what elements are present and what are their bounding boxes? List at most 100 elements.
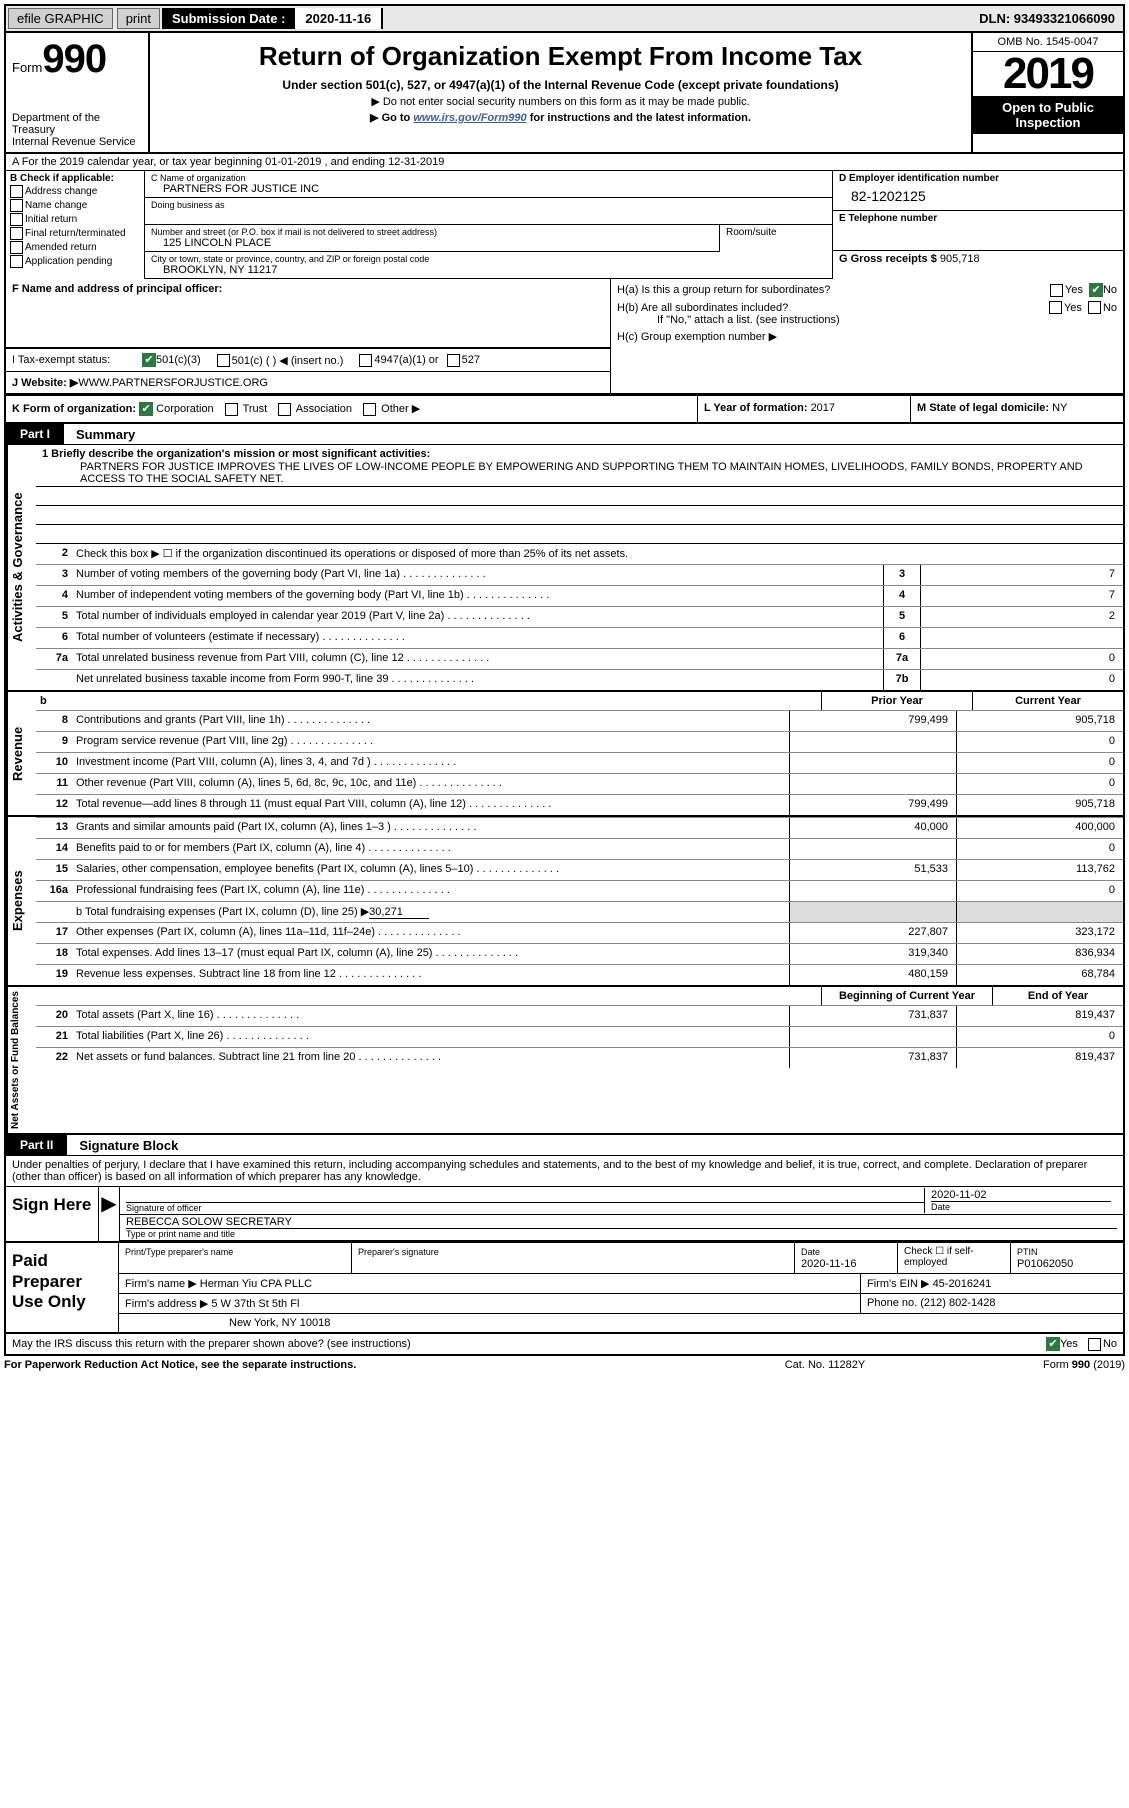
hc-label: H(c) Group exemption number ▶ bbox=[617, 330, 1117, 343]
line-7b: Net unrelated business taxable income fr… bbox=[36, 669, 1123, 690]
prep-phone-label: Phone no. bbox=[867, 1297, 920, 1309]
footer-left: For Paperwork Reduction Act Notice, see … bbox=[4, 1359, 725, 1371]
addr-label: Number and street (or P.O. box if mail i… bbox=[151, 227, 713, 237]
ein-value: 82-1202125 bbox=[839, 184, 1117, 208]
tax-year: 2019 bbox=[973, 52, 1123, 96]
room-suite: Room/suite bbox=[720, 225, 832, 252]
chk-amended[interactable]: Amended return bbox=[10, 241, 140, 254]
line-20: 20Total assets (Part X, line 16)731,8378… bbox=[36, 1005, 1123, 1026]
prep-ein-label: Firm's EIN ▶ bbox=[867, 1278, 933, 1290]
vtab-exp: Expenses bbox=[6, 817, 36, 985]
prep-firm-label: Firm's name ▶ bbox=[125, 1278, 197, 1290]
prep-date-label: Date bbox=[801, 1247, 820, 1257]
name-label: C Name of organization bbox=[151, 173, 826, 183]
sig-name-value: REBECCA SOLOW SECRETARY bbox=[126, 1216, 1117, 1228]
line-3: 3Number of voting members of the governi… bbox=[36, 564, 1123, 585]
chk-address[interactable]: Address change bbox=[10, 185, 140, 198]
discuss-yes[interactable]: ✔ bbox=[1046, 1337, 1060, 1351]
chk-other[interactable] bbox=[363, 403, 376, 416]
ha-yes[interactable] bbox=[1050, 284, 1063, 297]
dept-irs: Internal Revenue Service bbox=[12, 136, 142, 148]
hb-no[interactable] bbox=[1088, 301, 1101, 314]
sign-here-label: Sign Here bbox=[6, 1187, 98, 1241]
chk-527[interactable] bbox=[447, 354, 460, 367]
footer-center: Cat. No. 11282Y bbox=[725, 1359, 925, 1371]
chk-501c[interactable] bbox=[217, 354, 230, 367]
subtitle-2: ▶ Do not enter social security numbers o… bbox=[160, 95, 961, 108]
line16b-value: 30,271 bbox=[369, 906, 429, 919]
mission-blank3 bbox=[36, 525, 1123, 544]
discuss-row: May the IRS discuss this return with the… bbox=[6, 1334, 1123, 1354]
row-l-value: 2017 bbox=[811, 402, 835, 414]
line-4: 4Number of independent voting members of… bbox=[36, 585, 1123, 606]
submission-date: 2020-11-16 bbox=[295, 8, 383, 29]
discuss-no[interactable] bbox=[1088, 1338, 1101, 1351]
mission-label: 1 Briefly describe the organization's mi… bbox=[42, 448, 430, 460]
open-public: Open to Public Inspection bbox=[973, 96, 1123, 134]
vtab-rev: Revenue bbox=[6, 692, 36, 815]
opt-501c3: 501(c)(3) bbox=[156, 354, 201, 366]
hb-yes[interactable] bbox=[1049, 301, 1062, 314]
lower-header: F Name and address of principal officer:… bbox=[6, 279, 1123, 395]
sig-date-value: 2020-11-02 bbox=[931, 1189, 1111, 1201]
chk-4947[interactable] bbox=[359, 354, 372, 367]
chk-501c3[interactable]: ✔ bbox=[142, 353, 156, 367]
footer-right: Form 990 (2019) bbox=[925, 1359, 1125, 1371]
section-rev: Revenue b Prior Year Current Year 8Contr… bbox=[6, 692, 1123, 817]
line16b-gray2 bbox=[956, 902, 1123, 922]
chk-trust[interactable] bbox=[225, 403, 238, 416]
chk-corp[interactable]: ✔ bbox=[139, 402, 153, 416]
chk-assoc[interactable] bbox=[278, 403, 291, 416]
opt-corp: Corporation bbox=[156, 403, 213, 415]
open2: Inspection bbox=[1015, 115, 1080, 130]
subtitle-3: ▶ Go to www.irs.gov/Form990 for instruct… bbox=[160, 111, 961, 124]
sig-date-label: Date bbox=[931, 1201, 1111, 1212]
col-eoy: End of Year bbox=[992, 987, 1123, 1005]
chk-initial[interactable]: Initial return bbox=[10, 213, 140, 226]
col-hdr-b: b bbox=[36, 692, 72, 710]
form-number: 990 bbox=[42, 37, 106, 81]
sub3-post: for instructions and the latest informat… bbox=[527, 112, 751, 124]
gross-value: 905,718 bbox=[940, 253, 980, 265]
mission-blank1 bbox=[36, 487, 1123, 506]
dba-value bbox=[151, 210, 826, 222]
mission-text: PARTNERS FOR JUSTICE IMPROVES THE LIVES … bbox=[36, 460, 1123, 487]
section-exp: Expenses 13Grants and similar amounts pa… bbox=[6, 817, 1123, 987]
prep-name-label: Print/Type preparer's name bbox=[125, 1247, 233, 1257]
sub3-pre: ▶ Go to bbox=[370, 112, 413, 124]
col-prior: Prior Year bbox=[821, 692, 972, 710]
chk-pending[interactable]: Application pending bbox=[10, 255, 140, 268]
col-boy: Beginning of Current Year bbox=[821, 987, 992, 1005]
ha-no[interactable]: ✔ bbox=[1089, 283, 1103, 297]
row-i-label: I Tax-exempt status: bbox=[12, 354, 142, 366]
col-b: B Check if applicable: Address change Na… bbox=[6, 171, 145, 279]
website-value: WWW.PARTNERSFORJUSTICE.ORG bbox=[78, 377, 268, 389]
section-na: Net Assets or Fund Balances Beginning of… bbox=[6, 987, 1123, 1135]
line-16a: 16aProfessional fundraising fees (Part I… bbox=[36, 880, 1123, 901]
line-6: 6Total number of volunteers (estimate if… bbox=[36, 627, 1123, 648]
chk-final[interactable]: Final return/terminated bbox=[10, 227, 140, 240]
print-button[interactable]: print bbox=[117, 8, 160, 29]
chk-name[interactable]: Name change bbox=[10, 199, 140, 212]
prep-phone-value: (212) 802-1428 bbox=[920, 1297, 995, 1309]
part2-title: Signature Block bbox=[67, 1138, 178, 1153]
form-header: Form990 Department of the Treasury Inter… bbox=[6, 33, 1123, 154]
line-19: 19Revenue less expenses. Subtract line 1… bbox=[36, 964, 1123, 985]
efile-button[interactable]: efile GRAPHIC bbox=[8, 8, 113, 29]
dln: DLN: 93493321066090 bbox=[971, 8, 1123, 29]
line-9: 9Program service revenue (Part VIII, lin… bbox=[36, 731, 1123, 752]
ein-label: D Employer identification number bbox=[839, 173, 1117, 184]
paid-prep-label: Paid Preparer Use Only bbox=[6, 1243, 118, 1332]
dept-treasury: Department of the Treasury bbox=[12, 112, 142, 136]
form-prefix: Form bbox=[12, 60, 42, 75]
col-b-title: B Check if applicable: bbox=[10, 173, 114, 184]
line-10: 10Investment income (Part VIII, column (… bbox=[36, 752, 1123, 773]
prep-date-value: 2020-11-16 bbox=[801, 1258, 856, 1270]
irs-link[interactable]: www.irs.gov/Form990 bbox=[413, 112, 526, 124]
col-c: C Name of organization PARTNERS FOR JUST… bbox=[145, 171, 832, 279]
website-label: J Website: ▶ bbox=[12, 376, 78, 389]
prep-ptin-label: PTIN bbox=[1017, 1247, 1038, 1257]
prep-sig-label: Preparer's signature bbox=[358, 1247, 439, 1257]
topbar: efile GRAPHIC print Submission Date : 20… bbox=[6, 6, 1123, 33]
part2-tab: Part II bbox=[6, 1135, 67, 1155]
